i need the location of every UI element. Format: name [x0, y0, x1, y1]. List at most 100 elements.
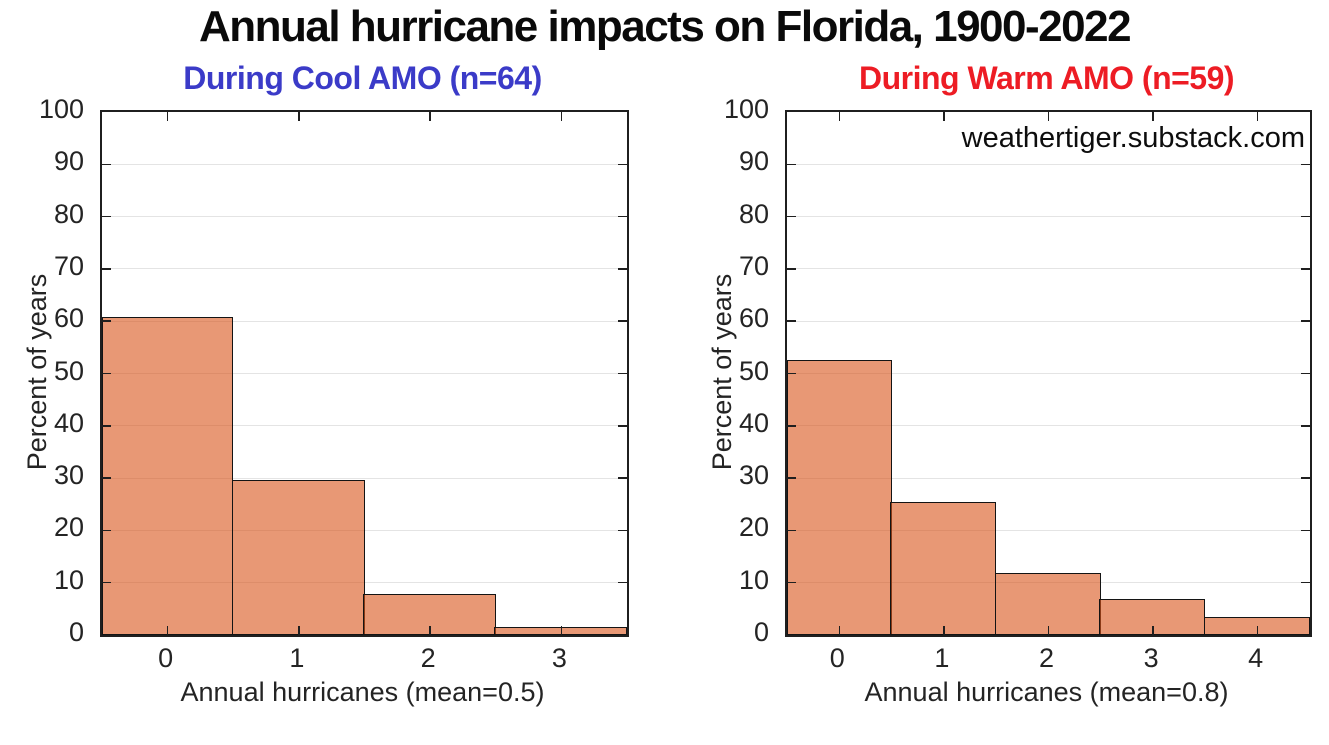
gridline-40: [787, 425, 1310, 427]
y-tick-label: 100: [723, 94, 769, 124]
x-tick-label: 0: [158, 643, 174, 673]
gridline-20: [102, 529, 627, 531]
gridline-80: [102, 216, 627, 218]
x-tick-label: 4: [1248, 643, 1264, 673]
y-tick: [102, 163, 111, 166]
watermark-text: weathertiger.substack.com: [961, 122, 1305, 154]
y-tick: [787, 477, 796, 479]
y-tick: [618, 320, 627, 322]
y-tick-label: 60: [738, 303, 769, 334]
y-tick-label: 50: [53, 355, 84, 386]
y-tick-label: 90: [53, 146, 84, 177]
cool-amo-plot-box: [100, 110, 629, 637]
x-tick: [560, 112, 563, 121]
y-tick: [787, 215, 796, 218]
gridline-20: [787, 529, 1310, 531]
gridline-30: [787, 477, 1310, 479]
y-tick: [1301, 425, 1310, 427]
cool-amo-subtitle: During Cool AMO (n=64): [183, 60, 542, 96]
y-tick: [1301, 372, 1310, 375]
gridline-10: [102, 582, 627, 584]
y-tick: [1301, 581, 1310, 584]
x-tick: [1152, 626, 1154, 635]
x-tick: [166, 112, 169, 121]
x-tick: [1256, 112, 1259, 121]
y-tick: [102, 268, 111, 270]
y-tick: [787, 163, 796, 166]
gridline-70: [102, 268, 627, 270]
y-tick-label: 20: [53, 512, 84, 543]
x-tick-label: 3: [551, 643, 567, 673]
x-tick: [298, 112, 300, 121]
y-tick-label: 0: [68, 617, 84, 647]
x-tick: [1047, 112, 1050, 121]
y-tick-label: 40: [53, 407, 84, 438]
y-tick: [102, 529, 111, 532]
x-tick: [1152, 112, 1154, 121]
gridline-50: [787, 373, 1310, 374]
x-tick: [943, 626, 945, 635]
y-tick: [1301, 529, 1310, 532]
y-tick-label: 10: [53, 564, 84, 595]
y-tick-label: 30: [53, 460, 84, 491]
x-tick: [1047, 626, 1050, 635]
gridline-60: [102, 320, 627, 322]
x-tick: [838, 112, 841, 121]
x-tick: [166, 626, 169, 635]
y-tick: [618, 425, 627, 427]
y-tick-label: 30: [738, 460, 769, 491]
y-tick-label: 0: [753, 617, 769, 647]
histogram-bar: [231, 479, 365, 635]
y-tick: [618, 581, 627, 584]
x-tick-label: 1: [289, 643, 305, 673]
x-tick: [838, 626, 841, 635]
x-tick-label: 0: [829, 643, 845, 673]
y-tick-label: 20: [738, 512, 769, 543]
y-tick: [787, 581, 796, 584]
x-tick-label: 2: [420, 643, 436, 673]
y-tick-label: 90: [738, 146, 769, 177]
x-tick-label: 2: [1038, 643, 1055, 673]
y-tick: [787, 268, 796, 270]
warm-amo-subtitle: During Warm AMO (n=59): [858, 60, 1235, 96]
y-tick: [618, 477, 627, 479]
y-tick: [102, 215, 111, 218]
gridline-50: [102, 373, 627, 374]
y-tick: [1301, 268, 1310, 270]
y-tick: [787, 372, 796, 375]
x-tick: [943, 112, 945, 121]
y-tick-label: 100: [38, 94, 84, 124]
y-tick: [787, 320, 796, 322]
y-tick: [787, 425, 796, 427]
y-tick-label: 40: [738, 407, 769, 438]
histogram-bar: [994, 572, 1101, 635]
y-tick: [618, 215, 627, 218]
histogram-bar: [787, 360, 892, 635]
histogram-bar: [890, 502, 997, 635]
y-tick-label: 80: [53, 198, 84, 229]
y-tick: [618, 268, 627, 270]
y-tick-label: 10: [738, 564, 769, 595]
y-tick: [618, 163, 627, 166]
gridline-70: [787, 268, 1310, 270]
y-tick-label: 60: [53, 303, 84, 334]
gridline-90: [787, 163, 1310, 165]
x-tick-label: 3: [1143, 643, 1159, 673]
gridline-80: [787, 216, 1310, 218]
y-tick: [787, 529, 796, 532]
x-tick: [560, 626, 563, 635]
gridline-40: [102, 425, 627, 427]
y-tick: [1301, 163, 1310, 166]
figure-title: Annual hurricane impacts on Florida, 190…: [198, 2, 1132, 51]
x-tick: [429, 112, 431, 121]
cool-amo-chart: During Cool AMO (n=64) Percent of years …: [22, 60, 629, 707]
y-tick: [618, 372, 627, 375]
x-tick: [298, 626, 300, 635]
y-tick-label: 50: [738, 355, 769, 386]
histogram-bar: [102, 316, 234, 635]
warm-amo-x-axis-label: Annual hurricanes (mean=0.8): [864, 677, 1229, 707]
y-tick-label: 80: [738, 198, 769, 229]
x-tick: [429, 626, 431, 635]
y-tick-label: 70: [53, 250, 84, 281]
